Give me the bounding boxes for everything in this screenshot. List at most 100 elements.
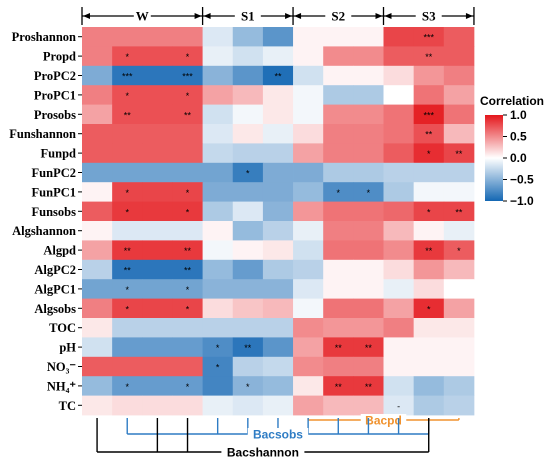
heatmap-cell bbox=[323, 356, 354, 377]
heatmap-cell bbox=[383, 85, 415, 105]
heatmap-cell bbox=[413, 85, 445, 105]
heatmap-cell bbox=[232, 104, 264, 125]
heatmap-cell bbox=[232, 201, 264, 222]
heatmap-cell bbox=[353, 65, 384, 86]
row-label: ProPC1 bbox=[34, 88, 76, 102]
significance-mark: * bbox=[186, 52, 190, 62]
heatmap-cell bbox=[443, 240, 475, 261]
row-label: Funshannon bbox=[9, 127, 76, 141]
heatmap-cell bbox=[232, 27, 264, 47]
significance-mark: * bbox=[186, 207, 190, 217]
heatmap-cell bbox=[413, 104, 445, 125]
significance-mark: * bbox=[246, 382, 250, 392]
heatmap-cell bbox=[202, 298, 234, 319]
group-label-backdrop bbox=[133, 8, 151, 24]
heatmap-cell bbox=[383, 337, 415, 358]
heatmap-cell bbox=[112, 143, 143, 164]
heatmap-cell bbox=[112, 65, 143, 86]
heatmap-cell bbox=[413, 27, 445, 47]
heatmap-cell bbox=[172, 376, 203, 396]
heatmap-cell bbox=[443, 318, 475, 338]
heatmap-cell bbox=[112, 318, 143, 338]
heatmap-cell bbox=[353, 143, 384, 164]
significance-mark: *** bbox=[182, 72, 193, 82]
significance-mark: - bbox=[397, 401, 400, 411]
significance-mark: ** bbox=[274, 72, 282, 82]
heatmap-cell bbox=[293, 104, 324, 125]
heatmap-cell bbox=[172, 162, 203, 183]
heatmap-cell bbox=[293, 240, 324, 261]
heatmap-cell bbox=[202, 124, 234, 144]
heatmap-cell bbox=[293, 279, 324, 299]
heatmap-cell bbox=[142, 104, 173, 125]
heatmap-cell bbox=[262, 201, 294, 222]
heatmap-cell bbox=[353, 221, 384, 241]
heatmap-cell bbox=[293, 162, 324, 183]
heatmap-cell bbox=[353, 240, 384, 261]
heatmap-cell bbox=[172, 337, 203, 358]
heatmap-cell bbox=[232, 85, 264, 105]
tree-label-backdrop bbox=[221, 446, 305, 459]
heatmap-cell bbox=[142, 279, 173, 299]
heatmap-cell bbox=[82, 162, 113, 183]
heatmap-cell bbox=[172, 240, 203, 261]
heatmap-cell bbox=[413, 46, 445, 67]
heatmap-cell bbox=[202, 376, 234, 396]
heatmap-cell bbox=[112, 259, 143, 280]
significance-mark: ** bbox=[124, 266, 132, 276]
significance-mark: * bbox=[125, 382, 129, 392]
heatmap-cell bbox=[142, 201, 173, 222]
heatmap-cell bbox=[82, 356, 113, 377]
heatmap-cell bbox=[443, 162, 475, 183]
heatmap-cell bbox=[112, 104, 143, 125]
heatmap-cell bbox=[232, 259, 264, 280]
heatmap-cell bbox=[172, 221, 203, 241]
heatmap-cell bbox=[383, 240, 415, 261]
heatmap-cell bbox=[202, 104, 234, 125]
heatmap-cell bbox=[443, 298, 475, 319]
heatmap-cell bbox=[142, 27, 173, 47]
group-bracket-arrow bbox=[384, 13, 392, 19]
heatmap-cell bbox=[262, 85, 294, 105]
heatmap-cell bbox=[353, 298, 384, 319]
significance-mark: ** bbox=[365, 343, 373, 353]
group-bracket-arrow bbox=[375, 13, 383, 19]
heatmap-cell bbox=[82, 240, 113, 261]
heatmap-cell bbox=[172, 104, 203, 125]
heatmap-cell bbox=[142, 395, 173, 416]
heatmap-cell bbox=[413, 240, 445, 261]
tree-label: Bacsobs bbox=[253, 428, 303, 442]
group-label: S2 bbox=[331, 9, 345, 24]
heatmap-cell bbox=[142, 124, 173, 144]
tree-label-backdrop bbox=[360, 414, 407, 427]
heatmap-cell bbox=[202, 395, 234, 416]
heatmap-cell bbox=[413, 162, 445, 183]
heatmap-cell bbox=[112, 124, 143, 144]
heatmap-cell bbox=[383, 143, 415, 164]
significance-mark: * bbox=[186, 382, 190, 392]
heatmap-cell bbox=[172, 143, 203, 164]
heatmap-cell bbox=[262, 298, 294, 319]
heatmap-cell bbox=[232, 162, 264, 183]
heatmap-cell bbox=[443, 85, 475, 105]
heatmap-cell bbox=[202, 85, 234, 105]
heatmap-cell bbox=[262, 124, 294, 144]
heatmap-cell bbox=[232, 143, 264, 164]
row-label: NH₄⁺ bbox=[47, 379, 76, 393]
heatmap-cell bbox=[293, 376, 324, 396]
heatmap-cell bbox=[232, 356, 264, 377]
heatmap-cell bbox=[232, 221, 264, 241]
heatmap-cell bbox=[262, 376, 294, 396]
heatmap-cell bbox=[293, 337, 324, 358]
heatmap-cell bbox=[172, 65, 203, 86]
significance-mark: ** bbox=[124, 110, 132, 120]
significance-mark: ** bbox=[184, 110, 192, 120]
heatmap-cell bbox=[112, 221, 143, 241]
heatmap-cell bbox=[413, 376, 445, 396]
significance-mark: *** bbox=[423, 33, 434, 43]
heatmap-cell bbox=[202, 279, 234, 299]
heatmap-cell bbox=[413, 337, 445, 358]
heatmap-cell bbox=[112, 182, 143, 202]
heatmap-cell bbox=[262, 65, 294, 86]
